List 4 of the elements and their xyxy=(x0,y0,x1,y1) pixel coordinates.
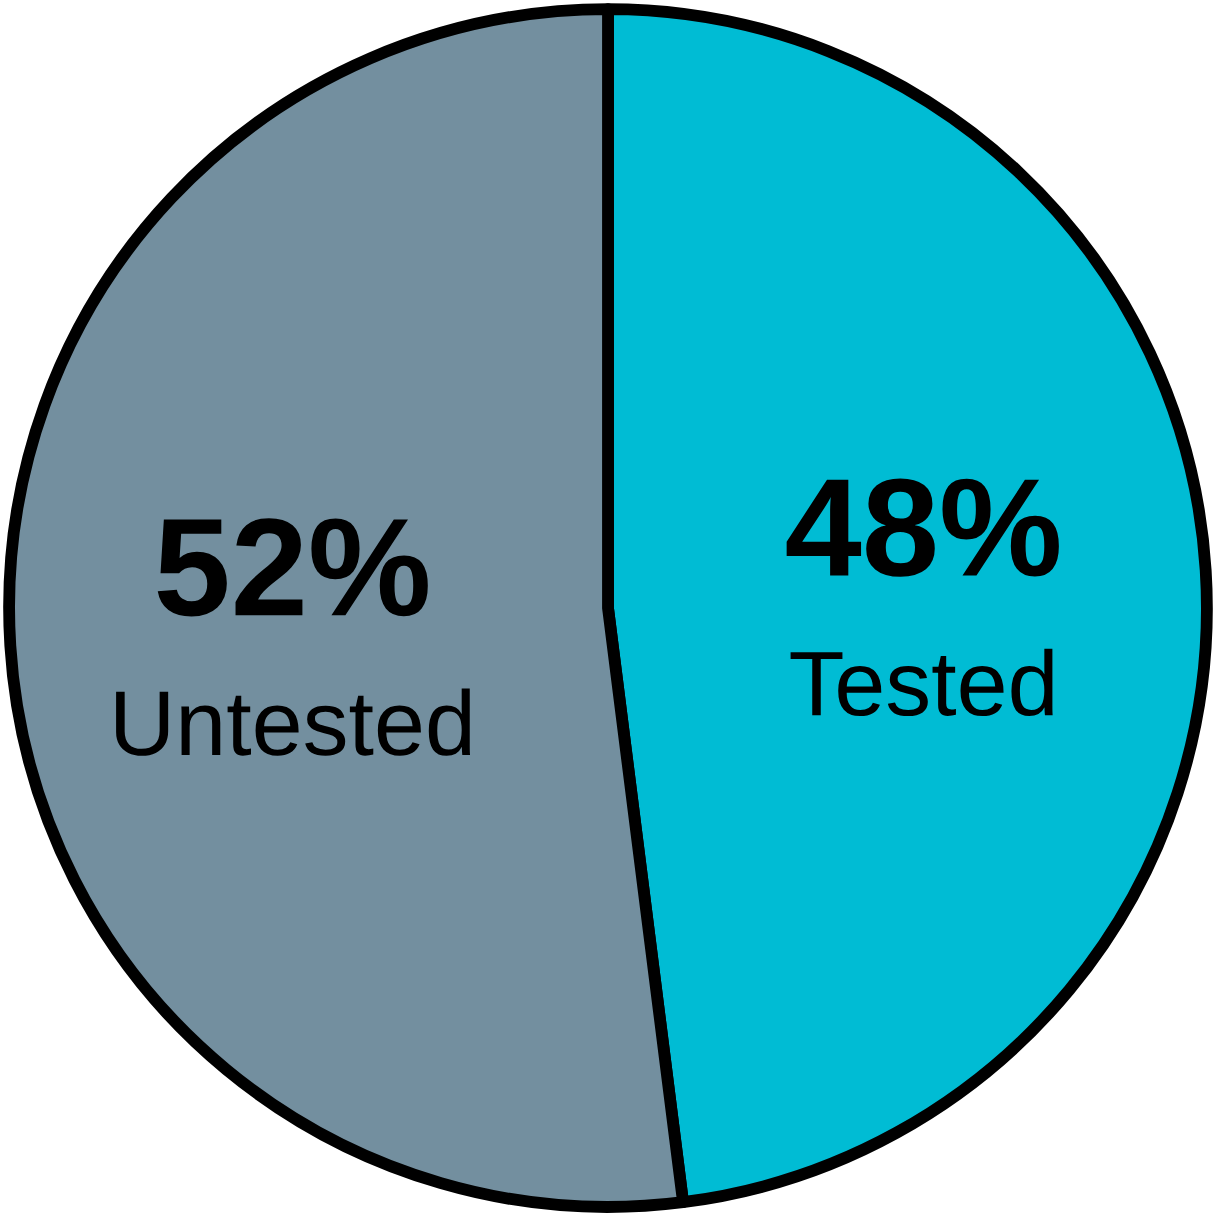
slice-label: Tested xyxy=(790,648,1053,717)
data-label: 48% xyxy=(786,478,1059,577)
data-label: 52% xyxy=(157,518,428,617)
slice-label: Untested xyxy=(116,688,471,756)
